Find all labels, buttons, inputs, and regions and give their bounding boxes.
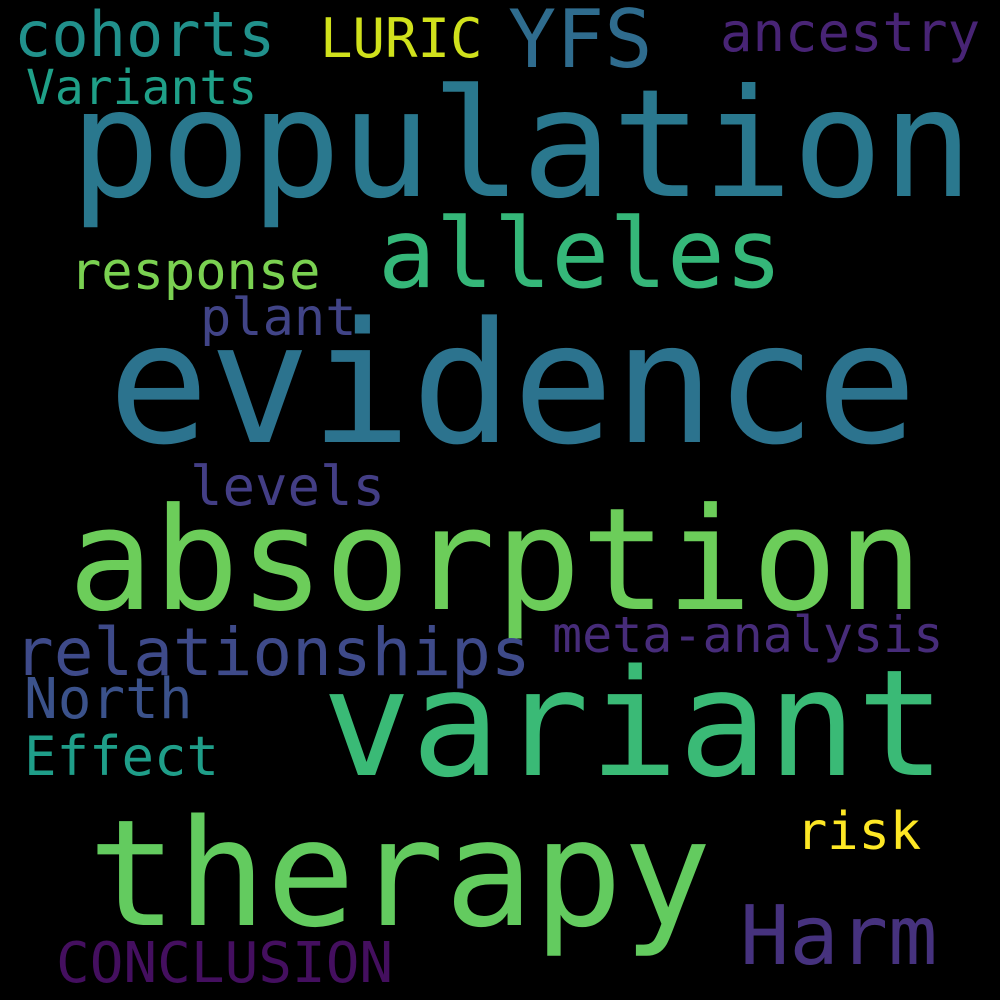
word-conclusion: CONCLUSION: [56, 931, 394, 996]
word-response: response: [70, 242, 321, 302]
word-relationships: relationships: [14, 614, 531, 691]
word-yfs: YFS: [508, 0, 653, 86]
word-ancestry: ancestry: [720, 1, 981, 64]
word-harm: Harm: [740, 889, 938, 984]
word-variant: variant: [322, 638, 946, 810]
word-meta-analysis: meta-analysis: [552, 606, 944, 664]
word-population: population: [70, 58, 974, 232]
word-evidence: evidence: [108, 286, 918, 482]
word-north: North: [24, 667, 193, 732]
word-plant: plant: [200, 288, 357, 348]
word-cohorts: cohorts: [14, 0, 276, 71]
word-levels: levels: [190, 455, 386, 518]
word-effect: Effect: [24, 725, 220, 788]
word-luric: LURIC: [320, 7, 483, 70]
word-variants: Variants: [26, 60, 258, 116]
word-therapy: therapy: [88, 788, 712, 960]
word-alleles: alleles: [378, 198, 783, 310]
word-absorption: absorption: [68, 478, 923, 643]
word-risk: risk: [796, 802, 922, 862]
